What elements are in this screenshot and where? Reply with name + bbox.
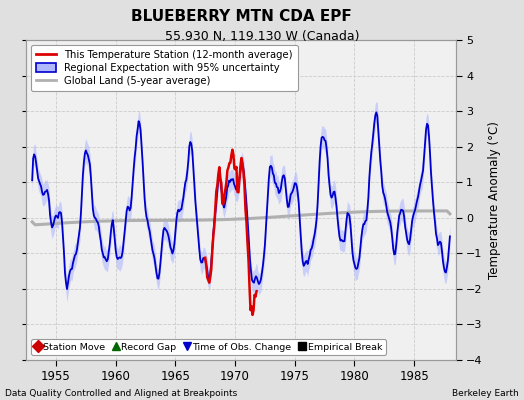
Legend: Station Move, Record Gap, Time of Obs. Change, Empirical Break: Station Move, Record Gap, Time of Obs. C… — [31, 339, 386, 355]
Text: 55.930 N, 119.130 W (Canada): 55.930 N, 119.130 W (Canada) — [165, 30, 359, 43]
Text: Data Quality Controlled and Aligned at Breakpoints: Data Quality Controlled and Aligned at B… — [5, 389, 237, 398]
Title: BLUEBERRY MTN CDA EPF: BLUEBERRY MTN CDA EPF — [130, 8, 352, 24]
Y-axis label: Temperature Anomaly (°C): Temperature Anomaly (°C) — [488, 121, 501, 279]
Text: Berkeley Earth: Berkeley Earth — [452, 389, 519, 398]
